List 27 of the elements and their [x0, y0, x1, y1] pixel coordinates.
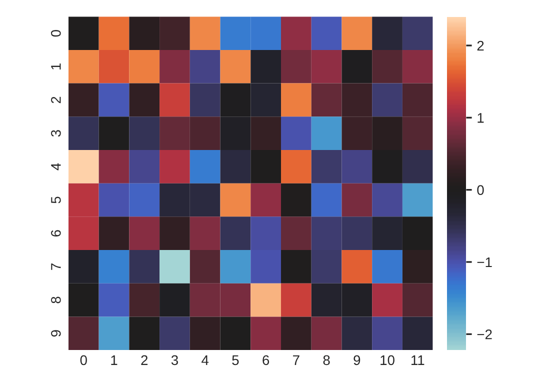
y-tick-label: 4: [51, 163, 61, 170]
x-tick-label: 9: [354, 355, 360, 366]
x-tick-label: 2: [141, 355, 148, 365]
x-tick-label: 7: [293, 355, 300, 365]
x-tick-label: 10: [380, 355, 394, 366]
color-bar-label: 0: [477, 185, 484, 195]
x-tick-label: 11: [411, 355, 424, 365]
x-tick-label: 6: [262, 355, 270, 366]
y-tick-label: 0: [51, 30, 61, 37]
color-bar-label: 1: [478, 113, 484, 123]
color-bar-label: −1: [477, 257, 492, 268]
x-tick-label: 8: [323, 355, 330, 366]
x-tick-label: 3: [171, 355, 178, 366]
color-bar-label: −2: [477, 329, 492, 340]
color-bar-label: 2: [477, 40, 484, 51]
y-tick-label: 7: [51, 264, 61, 270]
x-tick-label: 4: [202, 355, 209, 365]
x-tick-label: 1: [111, 355, 118, 365]
y-tick-label: 6: [51, 230, 61, 236]
y-tick-label: 3: [51, 130, 61, 137]
y-tick-label: 2: [51, 96, 61, 104]
y-tick-label: 1: [51, 63, 61, 70]
x-tick-label: 5: [232, 355, 239, 366]
y-tick-label: 8: [51, 296, 61, 304]
y-tick-label: 5: [51, 196, 61, 204]
y-tick-label: 9: [51, 330, 61, 337]
x-tick-label: 0: [80, 355, 87, 366]
